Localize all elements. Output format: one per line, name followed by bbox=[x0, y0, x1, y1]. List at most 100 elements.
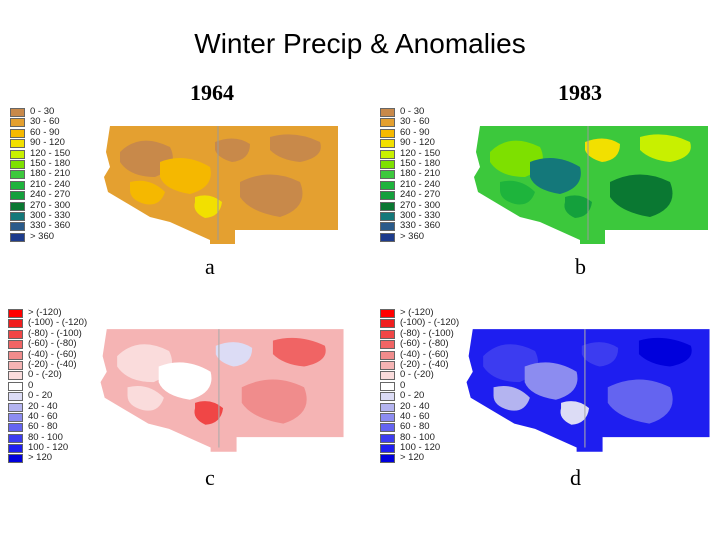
legend-swatch bbox=[10, 211, 25, 221]
map-patch bbox=[130, 180, 165, 205]
legend-label: (-60) - (-80) bbox=[28, 338, 77, 350]
legend-swatch bbox=[380, 402, 395, 412]
map-patch bbox=[638, 337, 692, 367]
legend-swatch bbox=[380, 232, 395, 242]
legend-label: 120 - 150 bbox=[30, 147, 71, 159]
map-patch bbox=[194, 401, 224, 425]
legend-label: > (-120) bbox=[400, 307, 434, 318]
map-patch bbox=[158, 362, 212, 400]
legend-swatch bbox=[8, 340, 23, 350]
legend-swatch bbox=[380, 128, 395, 138]
map-patch bbox=[120, 140, 173, 177]
map-patch bbox=[524, 362, 578, 400]
legend-swatch bbox=[380, 201, 395, 211]
legend-swatch bbox=[8, 381, 23, 391]
map-patch bbox=[493, 386, 530, 411]
panel-label-a: a bbox=[205, 254, 215, 279]
legend-label: 0 - 20 bbox=[28, 390, 53, 402]
legend-label: 20 - 40 bbox=[400, 400, 430, 412]
legend-label: 0 - 30 bbox=[400, 106, 425, 117]
legend-swatch bbox=[380, 309, 395, 318]
legend-swatch bbox=[8, 350, 23, 360]
legend-label: (-100) - (-120) bbox=[400, 317, 460, 329]
legend-swatch bbox=[8, 444, 23, 454]
legend-label: 330 - 360 bbox=[30, 220, 71, 232]
legend-label: 20 - 40 bbox=[28, 400, 58, 412]
legend-swatch bbox=[380, 454, 395, 464]
legend-label: (-60) - (-80) bbox=[400, 338, 449, 350]
legend-swatch bbox=[380, 433, 395, 443]
map-patch bbox=[127, 386, 164, 411]
legend-swatch bbox=[8, 423, 23, 433]
legend-label: 150 - 180 bbox=[30, 157, 71, 169]
legend-swatch bbox=[8, 454, 23, 464]
legend-label: 240 - 270 bbox=[30, 189, 71, 201]
legend-swatch bbox=[380, 412, 395, 422]
map-patch bbox=[241, 379, 307, 424]
map-patch bbox=[607, 379, 673, 424]
legend-label: 180 - 210 bbox=[400, 168, 441, 180]
legend-label: 0 - (-20) bbox=[400, 369, 434, 381]
legend-label: 60 - 90 bbox=[30, 126, 60, 138]
legend-label: 80 - 100 bbox=[400, 431, 435, 443]
legend-swatch bbox=[380, 159, 395, 169]
legend-swatch bbox=[380, 222, 395, 232]
legend-label: 40 - 60 bbox=[400, 410, 430, 422]
legend-swatch bbox=[380, 170, 395, 180]
legend-swatch bbox=[10, 191, 25, 201]
legend-label: 270 - 300 bbox=[30, 199, 71, 211]
map-patch bbox=[581, 342, 619, 367]
legend-swatch bbox=[380, 108, 395, 117]
legend-swatch bbox=[8, 329, 23, 339]
map-patch bbox=[640, 134, 691, 162]
map-patch bbox=[530, 158, 581, 194]
legend-swatch bbox=[380, 191, 395, 201]
legend-swatch bbox=[380, 392, 395, 402]
legend-swatch bbox=[8, 371, 23, 381]
legend-swatch bbox=[8, 433, 23, 443]
legend-swatch bbox=[10, 201, 25, 211]
legend-swatch bbox=[380, 149, 395, 159]
panel-label-c: c bbox=[205, 465, 215, 490]
legend-label: 150 - 180 bbox=[400, 157, 441, 169]
anomaly-map-1964 bbox=[100, 329, 344, 452]
legend-swatch bbox=[380, 180, 395, 190]
legend-label: 60 - 90 bbox=[400, 126, 430, 138]
map-patch bbox=[490, 140, 543, 177]
legend-swatch bbox=[8, 402, 23, 412]
legend-label: 0 - 30 bbox=[30, 106, 55, 117]
anomaly-map-1983 bbox=[466, 329, 710, 452]
map-patch bbox=[117, 344, 173, 383]
legend-swatch bbox=[10, 139, 25, 149]
map-patch bbox=[272, 337, 326, 367]
legend-label: (-40) - (-60) bbox=[400, 348, 449, 360]
map-patch bbox=[215, 138, 250, 162]
map-patch bbox=[610, 174, 673, 217]
legend-swatch bbox=[380, 118, 395, 128]
year-label-1983: 1983 bbox=[558, 80, 602, 105]
map-patch bbox=[500, 180, 535, 205]
legend-swatch bbox=[10, 159, 25, 169]
panel-label-b: b bbox=[575, 254, 586, 279]
legend-label: (-20) - (-40) bbox=[28, 358, 77, 370]
legend-swatch bbox=[380, 340, 395, 350]
legend-label: > 360 bbox=[400, 230, 425, 242]
legend-label: 100 - 120 bbox=[28, 442, 69, 454]
legend-swatch bbox=[380, 423, 395, 433]
legend-swatch bbox=[8, 319, 23, 329]
legend-swatch bbox=[10, 222, 25, 232]
legend-label: 240 - 270 bbox=[400, 189, 441, 201]
panel-label-d: d bbox=[570, 465, 581, 490]
legend-swatch bbox=[10, 118, 25, 128]
legend-swatch bbox=[8, 309, 23, 318]
legend-label: (-80) - (-100) bbox=[28, 327, 82, 339]
legend-label: 0 bbox=[28, 379, 34, 391]
legend-label: 40 - 60 bbox=[28, 410, 58, 422]
year-label-1964: 1964 bbox=[190, 80, 234, 105]
legend-label: 300 - 330 bbox=[400, 209, 441, 221]
legend-label: 330 - 360 bbox=[400, 220, 441, 232]
legend-label: 210 - 240 bbox=[400, 178, 441, 190]
legend-swatch bbox=[10, 128, 25, 138]
legend-label: (-80) - (-100) bbox=[400, 327, 454, 339]
legend-label: 90 - 120 bbox=[400, 137, 435, 149]
